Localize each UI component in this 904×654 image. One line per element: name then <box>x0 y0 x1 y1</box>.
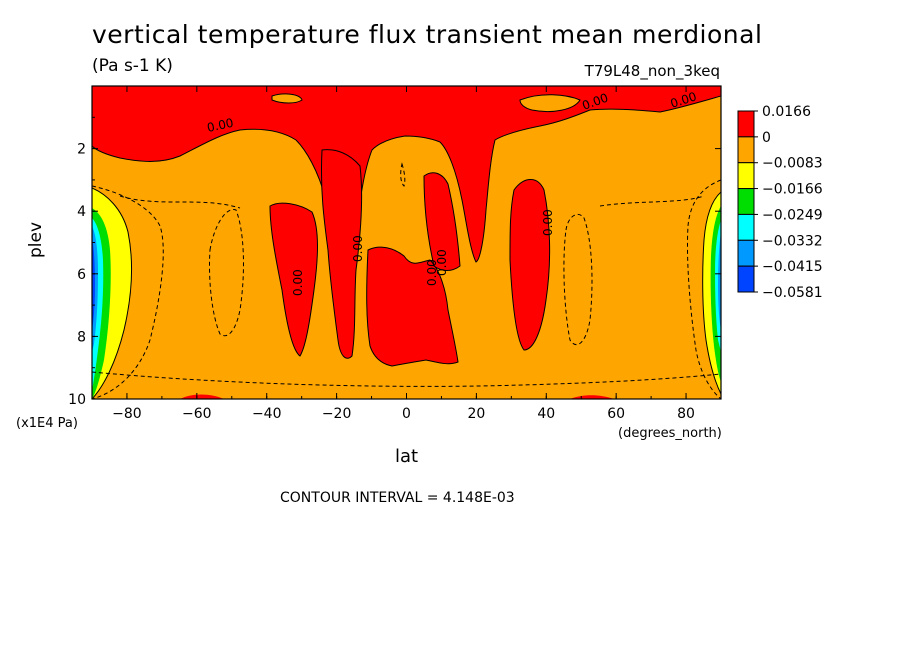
neg-lobe-left-dashed <box>92 185 164 399</box>
legend-label-6: −0.0415 <box>762 259 823 275</box>
contour-label-1: 0.00 <box>206 116 235 135</box>
neg-lobe-left-5 <box>92 236 95 330</box>
contour-interval: CONTOUR INTERVAL = 4.148E-03 <box>280 490 515 506</box>
pos-region-nh-tongue <box>509 179 551 351</box>
y-tick-label-0: 2 <box>77 142 86 158</box>
x-axis-label: lat <box>395 446 419 467</box>
pos-region-bottom-sh <box>180 394 224 399</box>
zero-hole-top-2 <box>519 94 581 113</box>
legend-label-5: −0.0332 <box>762 233 823 249</box>
x-tick-label-6: 40 <box>537 406 555 422</box>
pos-region-top <box>92 86 721 263</box>
x-tick-label-0: −80 <box>112 406 142 422</box>
zero-hole-top-1 <box>271 93 303 104</box>
neg-lobe-right-4 <box>718 232 721 330</box>
legend-swatch-2 <box>737 162 755 190</box>
x-tick-label-4: 0 <box>402 406 411 422</box>
pos-region-nh-column <box>423 172 461 271</box>
neg-contour-eq <box>400 162 406 187</box>
pos-region-eq-column <box>366 246 459 367</box>
x-tick-label-3: −20 <box>322 406 352 422</box>
neg-contour-sh <box>209 209 244 337</box>
legend-swatch-1 <box>737 136 755 164</box>
x-axis-unit: (degrees_north) <box>618 426 722 441</box>
units-label: (Pa s-1 K) <box>92 56 173 76</box>
neg-lobe-right-dashed <box>686 179 721 399</box>
x-tick-label-5: 20 <box>467 406 485 422</box>
y-axis-ticks: 2 4 6 8 10 <box>68 116 721 408</box>
y-tick-label-4: 10 <box>68 392 86 408</box>
x-tick-label-7: 60 <box>607 406 625 422</box>
legend-label-0: 0.0166 <box>762 104 811 120</box>
legend-label-4: −0.0249 <box>762 207 823 223</box>
x-tick-label-8: 80 <box>677 406 695 422</box>
y-tick-label-3: 8 <box>77 329 86 345</box>
legend-label-3: −0.0166 <box>762 182 823 198</box>
pos-region-sh-column <box>320 149 363 359</box>
x-tick-label-1: −60 <box>182 406 212 422</box>
legend-swatch-6 <box>737 265 755 293</box>
legend-swatch-3 <box>737 188 755 215</box>
color-legend: 0.0166 0 −0.0083 −0.0166 −0.0249 −0.0332 −0.04… <box>737 104 823 301</box>
contour-label-5: 0.00 <box>351 235 365 262</box>
y-axis-unit: (x1E4 Pa) <box>16 416 78 431</box>
x-tick-label-2: −40 <box>252 406 282 422</box>
chart-title: vertical temperature flux transient mean… <box>92 20 763 49</box>
legend-label-2: −0.0083 <box>762 156 823 172</box>
neg-contour-nh <box>563 214 593 345</box>
neg-contour-bottom <box>92 371 721 387</box>
pos-region-sh-tongue <box>269 202 318 357</box>
contour-label-7: 0.00 <box>435 249 449 276</box>
x-axis-ticks: −80 −60 −40 −20 0 20 40 60 80 <box>91 86 722 422</box>
legend-swatch-0 <box>737 110 755 138</box>
legend-label-7: −0.0581 <box>762 285 823 301</box>
legend-swatch-4 <box>737 213 755 241</box>
y-tick-label-1: 4 <box>77 204 86 220</box>
neg-contour-upper <box>119 195 705 209</box>
contour-label-8: 0.00 <box>541 209 555 236</box>
contour-label-4: 0.00 <box>291 269 305 296</box>
contour-label-6: 0.00 <box>425 259 439 286</box>
legend-label-1: 0 <box>762 130 771 146</box>
run-label: T79L48_non_3keq <box>584 62 720 80</box>
legend-swatch-5 <box>737 239 755 267</box>
y-tick-label-2: 6 <box>77 267 86 283</box>
